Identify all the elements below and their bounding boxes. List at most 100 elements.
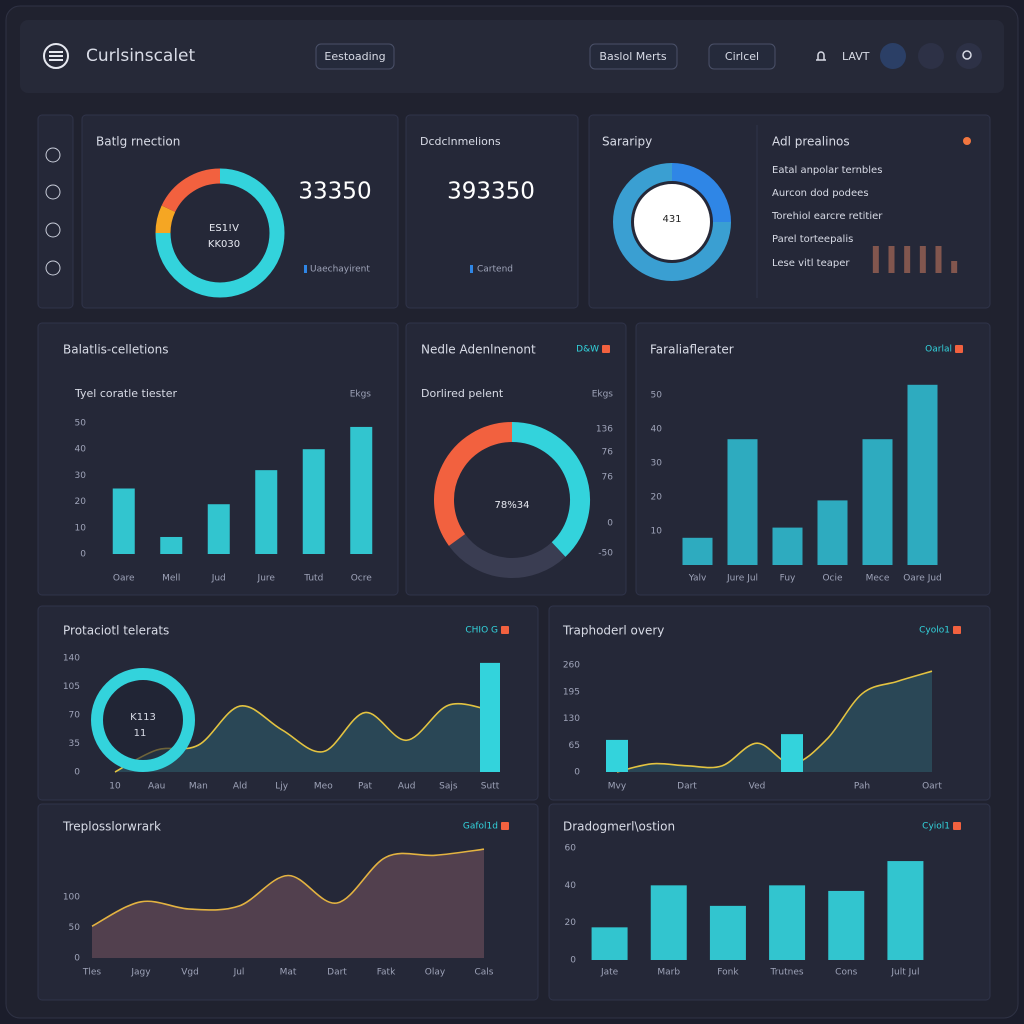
badge-icon — [501, 822, 509, 830]
bar — [772, 527, 803, 565]
ring — [91, 668, 195, 772]
y-tick-label: 50 — [69, 923, 81, 933]
panel — [405, 322, 627, 596]
x-tick-label: Man — [189, 782, 208, 792]
x-tick-label: Pat — [358, 782, 373, 792]
x-tick-label: Dart — [677, 782, 697, 792]
y-tick-label: 20 — [565, 918, 577, 928]
center-label: 431 — [662, 214, 681, 225]
y-tick-label: 30 — [651, 459, 663, 469]
donut-segment — [448, 533, 566, 578]
chart-subtitle: Tyel coratle tiester — [74, 387, 177, 400]
kpi-label: Cartend — [477, 265, 513, 275]
user-label[interactable]: LAVT — [842, 50, 870, 63]
side-label: 136 — [596, 425, 613, 435]
button[interactable] — [589, 43, 678, 70]
x-tick-label: Fonk — [717, 968, 739, 978]
status-dot — [963, 137, 971, 145]
button-label[interactable]: Baslol Merts — [599, 50, 666, 63]
y-tick-label: 105 — [63, 682, 80, 692]
list-item: Parel torteepalis — [772, 234, 853, 245]
sidebar-icon[interactable] — [45, 184, 61, 200]
x-tick-label: Cals — [475, 968, 494, 978]
x-tick-label: Mvy — [608, 782, 627, 792]
ring-label: K113 — [130, 712, 156, 723]
x-tick-label: Oare Jud — [903, 574, 942, 584]
badge[interactable]: CHIO G — [465, 626, 498, 636]
bar — [160, 536, 183, 554]
button-label[interactable]: Eestoading — [324, 50, 385, 63]
badge[interactable]: Cyiol1 — [922, 822, 950, 832]
icon-button[interactable] — [918, 43, 944, 69]
y-tick-label: 195 — [563, 687, 580, 697]
y-tick-label: 50 — [75, 419, 87, 429]
y-tick-label: 100 — [63, 892, 80, 902]
x-tick-label: Pah — [854, 782, 870, 792]
button[interactable] — [708, 43, 776, 70]
x-tick-label: Sajs — [439, 782, 458, 792]
panel — [81, 114, 399, 309]
x-tick-label: Jate — [600, 968, 619, 978]
x-tick-label: Jul — [233, 968, 245, 978]
x-tick-label: Ald — [233, 782, 247, 792]
bar — [919, 246, 926, 273]
y-tick-label: 35 — [69, 739, 80, 749]
x-tick-label: Jure Jul — [726, 574, 758, 584]
y-tick-label: 0 — [574, 768, 580, 778]
x-tick-label: Mell — [162, 574, 180, 584]
x-tick-label: Fuy — [780, 574, 796, 584]
logo-icon — [43, 43, 69, 69]
y-tick-label: 40 — [565, 881, 577, 891]
y-tick-label: 60 — [565, 844, 577, 854]
icon-button[interactable] — [956, 43, 982, 69]
side-label: -50 — [598, 549, 613, 559]
kpi-value: 393350 — [447, 179, 535, 205]
badge[interactable]: Oarlal — [925, 345, 952, 355]
y-tick-label: 40 — [651, 425, 663, 435]
list-item: Torehiol earcre retitier — [771, 211, 883, 222]
x-tick-label: Tutd — [303, 574, 323, 584]
bar — [828, 890, 865, 960]
search-icon[interactable] — [962, 50, 972, 60]
header-bar — [20, 20, 1004, 93]
badge-icon — [602, 345, 610, 353]
ring-label: 11 — [134, 728, 147, 739]
badge-icon — [953, 822, 961, 830]
x-tick-label: Ocie — [822, 574, 843, 584]
legend-swatch — [470, 265, 473, 273]
badge-icon — [501, 626, 509, 634]
donut-segment — [155, 205, 176, 234]
kpi-label: Uaechayirent — [310, 265, 370, 275]
bar — [112, 488, 135, 554]
donut-segment — [161, 168, 221, 213]
bar — [606, 739, 628, 772]
x-tick-label: Jure — [257, 574, 276, 584]
x-tick-label: Fatk — [377, 968, 396, 978]
button[interactable] — [315, 43, 395, 70]
bar — [591, 927, 628, 960]
badge-icon — [955, 345, 963, 353]
x-tick-label: Jagy — [130, 968, 151, 978]
x-tick-label: Marb — [657, 968, 680, 978]
bar — [350, 426, 373, 554]
x-tick-label: Vgd — [181, 968, 199, 978]
donut-segment — [434, 422, 513, 546]
y-tick-label: 30 — [75, 471, 87, 481]
logo-text: Curlsinscalet — [86, 46, 196, 66]
bar — [888, 246, 895, 273]
badge[interactable]: Gafol1d — [463, 822, 498, 832]
bell-icon[interactable] — [816, 51, 826, 61]
chart-title: Balatlis-celletions — [63, 343, 169, 357]
bar — [862, 439, 893, 565]
badge[interactable]: D&W — [576, 345, 599, 355]
bar — [951, 261, 958, 273]
button-label[interactable]: Cirlcel — [725, 50, 759, 63]
badge[interactable]: Cyolo1 — [919, 626, 950, 636]
bar — [781, 734, 803, 772]
sidebar-icon[interactable] — [45, 147, 61, 163]
sidebar-icon[interactable] — [45, 222, 61, 238]
sidebar-icon[interactable] — [45, 260, 61, 276]
icon-button[interactable] — [880, 43, 906, 69]
list-item: Eatal anpolar ternbles — [772, 165, 882, 176]
